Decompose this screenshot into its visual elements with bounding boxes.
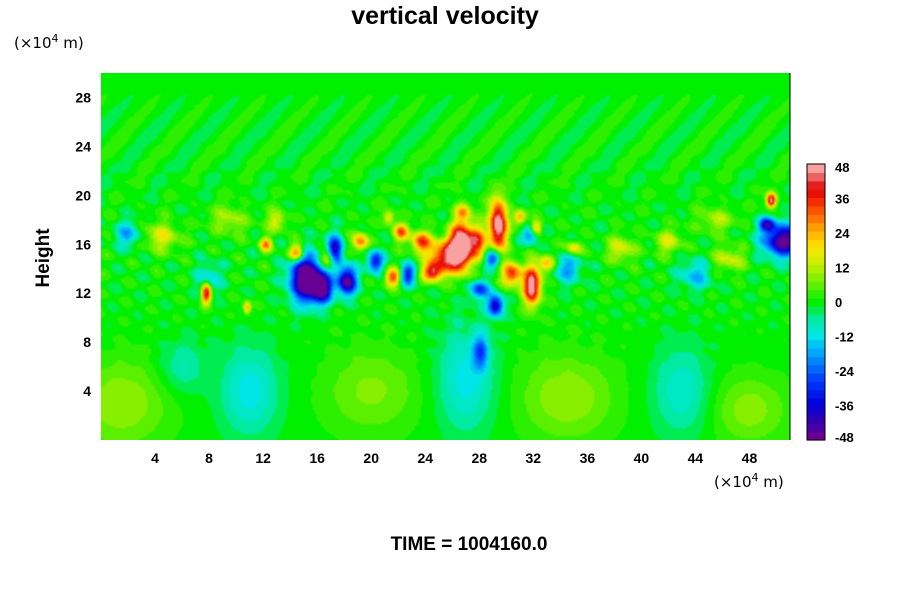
colorbar-segment bbox=[807, 214, 825, 224]
y-tick-label: 4 bbox=[83, 383, 91, 399]
x-tick-label: 8 bbox=[205, 450, 213, 466]
colorbar-segment bbox=[807, 322, 825, 332]
colorbar-segment bbox=[807, 398, 825, 408]
colorbar bbox=[806, 163, 826, 441]
y-tick-label: 16 bbox=[75, 236, 91, 252]
colorbar-tick-label: -12 bbox=[835, 330, 854, 345]
colorbar-segment bbox=[807, 172, 825, 182]
y-axis-label: Height bbox=[33, 228, 54, 288]
colorbar-segment bbox=[807, 222, 825, 232]
colorbar-tick-label: -48 bbox=[835, 430, 854, 445]
x-tick-label: 16 bbox=[309, 450, 325, 466]
colorbar-segment bbox=[807, 180, 825, 190]
colorbar-segment bbox=[807, 356, 825, 366]
chart-title: vertical velocity bbox=[351, 2, 539, 30]
colorbar-tick-label: 24 bbox=[835, 226, 850, 241]
time-label: TIME = 1004160.0 bbox=[391, 534, 548, 555]
y-tick-label: 8 bbox=[83, 334, 91, 350]
x-tick-label: 24 bbox=[417, 450, 433, 466]
colorbar-segment bbox=[807, 239, 825, 249]
colorbar-tick-label: -36 bbox=[835, 399, 854, 414]
colorbar-frame bbox=[806, 163, 826, 441]
x-tick-label: 36 bbox=[580, 450, 596, 466]
colorbar-tick-label: 12 bbox=[835, 261, 849, 276]
colorbar-tick-label: -24 bbox=[835, 364, 855, 379]
colorbar-segment bbox=[807, 264, 825, 274]
x-tick-label: 48 bbox=[742, 450, 758, 466]
colorbar-tick-label: 48 bbox=[835, 160, 849, 175]
y-unit-label: (×104 m) bbox=[14, 32, 84, 52]
x-tick-label: 20 bbox=[363, 450, 379, 466]
colorbar-tick-label: 0 bbox=[835, 295, 842, 310]
x-tick-label: 4 bbox=[151, 450, 159, 466]
colorbar-segment bbox=[807, 348, 825, 357]
colorbar-ticks: -48 -36 -24 -12 0 12 24 36 48 bbox=[835, 160, 855, 445]
colorbar-segment bbox=[807, 189, 825, 199]
heatmap-image bbox=[101, 73, 790, 440]
x-unit-exp: 4 bbox=[752, 471, 759, 484]
x-tick-label: 28 bbox=[471, 450, 487, 466]
colorbar-segment bbox=[807, 331, 825, 341]
colorbar-segment bbox=[807, 406, 825, 416]
x-tick-label: 32 bbox=[526, 450, 542, 466]
plot-area bbox=[101, 73, 791, 440]
colorbar-segment bbox=[807, 272, 825, 282]
colorbar-segment bbox=[807, 389, 825, 399]
colorbar-segment bbox=[807, 297, 825, 307]
y-tick-label: 20 bbox=[75, 187, 91, 203]
colorbar-segment bbox=[807, 414, 825, 424]
colorbar-segment bbox=[807, 289, 825, 299]
y-tick-label: 12 bbox=[75, 285, 91, 301]
y-unit-exp: 4 bbox=[52, 32, 59, 45]
x-tick-label: 12 bbox=[255, 450, 271, 466]
x-tick-label: 40 bbox=[634, 450, 650, 466]
colorbar-tick-label: 36 bbox=[835, 192, 849, 207]
colorbar-segment bbox=[807, 339, 825, 349]
x-unit-label: (×104 m) bbox=[714, 471, 784, 491]
colorbar-segment bbox=[807, 306, 825, 316]
colorbar-segment bbox=[807, 197, 825, 207]
colorbar-segment bbox=[807, 423, 825, 433]
colorbar-segment bbox=[807, 247, 825, 257]
x-tick-label: 44 bbox=[688, 450, 704, 466]
y-tick-label: 24 bbox=[75, 138, 91, 154]
colorbar-segment bbox=[807, 164, 825, 173]
colorbar-segment bbox=[807, 314, 825, 324]
y-ticks: 4 8 12 16 20 24 28 bbox=[75, 89, 91, 399]
colorbar-segment bbox=[807, 373, 825, 383]
colorbar-segment bbox=[807, 281, 825, 291]
colorbar-segment bbox=[807, 205, 825, 215]
colorbar-segment bbox=[807, 381, 825, 391]
colorbar-segment bbox=[807, 431, 825, 441]
colorbar-segment bbox=[807, 256, 825, 265]
colorbar-segment bbox=[807, 230, 825, 240]
y-tick-label: 28 bbox=[75, 89, 91, 105]
colorbar-segment bbox=[807, 364, 825, 374]
x-ticks: 4 8 12 16 20 24 28 32 36 40 44 48 bbox=[151, 450, 757, 466]
